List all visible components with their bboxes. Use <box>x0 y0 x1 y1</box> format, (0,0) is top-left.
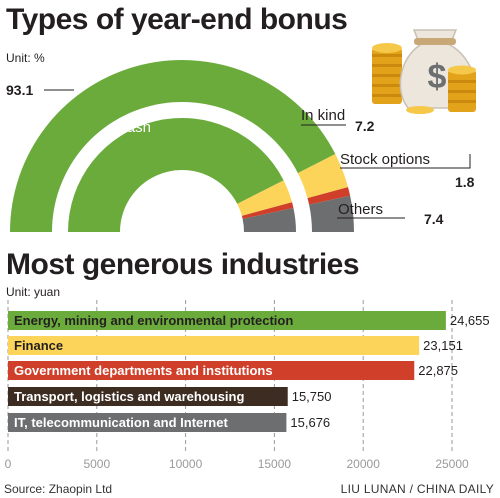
stock-options-label: Stock options <box>340 151 430 168</box>
bar-label-2: Government departments and institutions <box>14 363 273 378</box>
bar-value-4: 15,676 <box>290 415 330 430</box>
title-bonus-types: Types of year-end bonus <box>6 3 348 36</box>
bar-3 <box>8 387 288 406</box>
bar-2 <box>8 361 415 380</box>
bar-value-3: 15,750 <box>292 389 332 404</box>
bar-group: Energy, mining and environmental protect… <box>8 311 490 432</box>
bar-4 <box>8 413 287 432</box>
money-bag-icon: $ <box>372 29 476 114</box>
coin-stack-icon <box>406 65 476 114</box>
x-tick-25000: 25000 <box>435 457 469 471</box>
bar-0 <box>8 311 446 330</box>
bar-value-2: 22,875 <box>418 363 458 378</box>
inner-slice-stock-options <box>241 202 294 219</box>
bar-label-4: IT, telecommunication and Internet <box>14 415 228 430</box>
svg-text:$: $ <box>428 58 447 96</box>
bar-label-3: Transport, logistics and warehousing <box>14 389 244 404</box>
source-credit: Source: Zhaopin Ltd <box>4 482 113 496</box>
x-axis-ticks: 0 5000 10000 15000 20000 25000 <box>5 457 469 471</box>
x-tick-5000: 5000 <box>83 457 110 471</box>
outer-slice-others <box>309 195 354 232</box>
author-credit: LIU LUNAN / CHINA DAILY <box>340 482 494 496</box>
bar-value-0: 24,655 <box>450 313 490 328</box>
outer-slice-in-kind <box>297 154 349 199</box>
cash-value: 93.1 <box>6 82 33 98</box>
unit-label-yuan: Unit: yuan <box>6 285 61 299</box>
cash-label: Cash <box>116 119 151 136</box>
x-tick-20000: 20000 <box>347 457 381 471</box>
ring-outer <box>10 60 354 233</box>
x-tick-15000: 15000 <box>258 457 292 471</box>
in-kind-label: In kind <box>301 107 345 124</box>
ring-inner <box>68 117 296 232</box>
inner-slice-cash <box>68 117 284 232</box>
title-industries: Most generous industries <box>6 248 360 281</box>
outer-slice-cash <box>10 60 336 233</box>
outer-slice-stock-options <box>307 187 351 205</box>
coin-stack-icon <box>372 43 402 104</box>
bar-1 <box>8 336 420 355</box>
others-label: Others <box>338 201 383 218</box>
stock-options-value: 1.8 <box>455 174 475 190</box>
x-tick-0: 0 <box>5 457 12 471</box>
others-value: 7.4 <box>424 211 444 227</box>
x-tick-10000: 10000 <box>169 457 203 471</box>
unit-label-percent: Unit: % <box>6 51 45 65</box>
leader-lines <box>44 89 471 219</box>
bar-label-1: Finance <box>14 338 63 353</box>
bar-label-0: Energy, mining and environmental protect… <box>14 313 293 328</box>
bar-value-1: 23,151 <box>423 338 463 353</box>
in-kind-value: 7.2 <box>355 118 375 134</box>
inner-slice-in-kind <box>237 180 293 216</box>
inner-slice-others <box>242 207 296 232</box>
